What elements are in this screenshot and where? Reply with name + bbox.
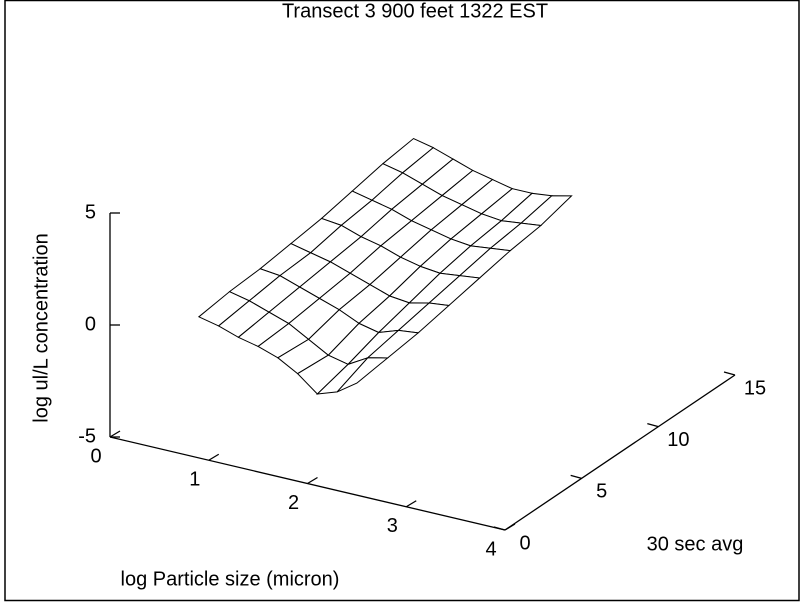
y-tick-label: 10 <box>667 429 689 451</box>
x-tick <box>109 430 121 438</box>
x-tick <box>307 476 318 485</box>
surface-patch <box>336 357 389 393</box>
y-tick <box>493 526 506 531</box>
y-tick <box>647 423 659 428</box>
x-tick <box>208 453 220 461</box>
x-tick-label: 3 <box>387 515 398 537</box>
z-tick-label: 5 <box>85 201 96 223</box>
x-tick <box>405 500 417 508</box>
x-tick-label: 2 <box>288 492 299 514</box>
y-tick <box>723 371 736 376</box>
chart-title: Transect 3 900 feet 1322 EST <box>282 0 548 22</box>
z-tick-label: -5 <box>78 425 96 447</box>
z-tick-label: 0 <box>85 313 96 335</box>
y-tick-label: 0 <box>519 532 530 554</box>
x-axis-label: log Particle size (micron) <box>121 568 340 590</box>
x-tick-label: 1 <box>189 469 200 491</box>
y-axis <box>504 374 736 531</box>
y-axis-label: 30 sec avg <box>647 533 744 555</box>
y-tick-label: 15 <box>744 377 766 399</box>
x-tick <box>504 523 516 531</box>
y-tick-label: 5 <box>596 481 607 503</box>
z-axis-label: log ul/L concentration <box>30 233 52 422</box>
y-tick <box>570 474 582 479</box>
x-tick-label: 4 <box>485 538 496 560</box>
x-tick-label: 0 <box>90 445 101 467</box>
